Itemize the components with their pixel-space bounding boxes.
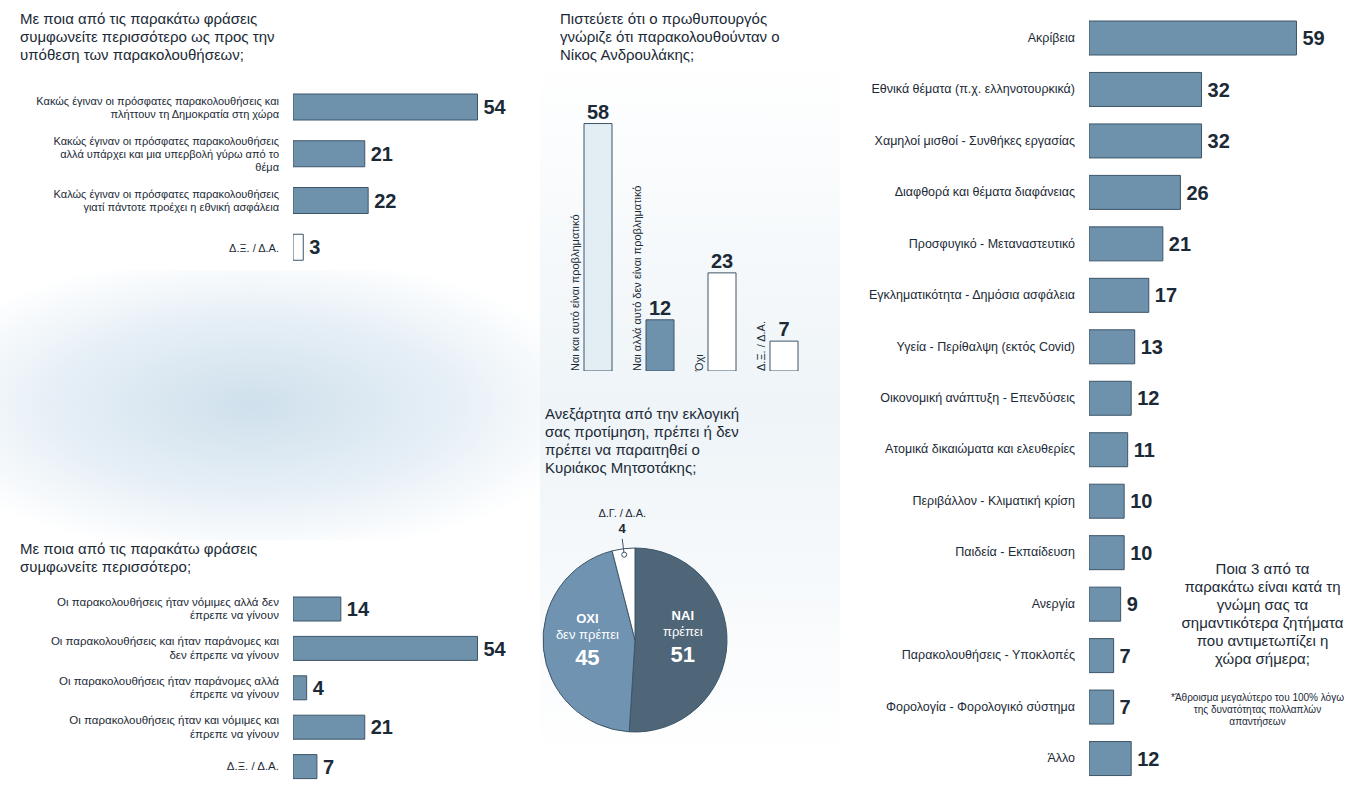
svg-text:Διαφθορά και θέματα διαφάνειας: Διαφθορά και θέματα διαφάνειας — [895, 185, 1075, 199]
svg-text:Δ.Γ. / Δ.Α.4: Δ.Γ. / Δ.Α.4 — [598, 507, 646, 536]
svg-text:9: 9 — [1127, 593, 1138, 615]
svg-text:10: 10 — [1130, 490, 1152, 512]
svg-text:12: 12 — [649, 297, 671, 319]
svg-text:Παρακολουθήσεις - Υποκλοπές: Παρακολουθήσεις - Υποκλοπές — [902, 648, 1075, 662]
svg-text:32: 32 — [1208, 79, 1230, 101]
svg-text:ΟΧΙδεν πρέπει45: ΟΧΙδεν πρέπει45 — [556, 611, 619, 670]
svg-text:Άλλο: Άλλο — [1047, 751, 1075, 765]
svg-text:Ναι και αυτό είναι προβληματικ: Ναι και αυτό είναι προβληματικό — [569, 214, 581, 371]
svg-text:21: 21 — [371, 716, 393, 738]
svg-text:26: 26 — [1186, 182, 1208, 204]
svg-text:Όχι: Όχι — [693, 354, 705, 372]
svg-text:Δ.Ξ. / Δ.Α.: Δ.Ξ. / Δ.Α. — [755, 321, 767, 371]
svg-text:7: 7 — [323, 756, 334, 778]
svg-text:Ακρίβεια: Ακρίβεια — [1028, 31, 1075, 45]
svg-text:Ναι αλλά αυτό δεν είναι προβλη: Ναι αλλά αυτό δεν είναι προβληματικό — [631, 186, 643, 371]
svg-text:Οικονομική ανάπτυξη - Επενδύσε: Οικονομική ανάπτυξη - Επενδύσεις — [880, 391, 1075, 405]
svg-text:10: 10 — [1130, 542, 1152, 564]
svg-text:Φορολογία - Φορολογικό σύστημα: Φορολογία - Φορολογικό σύστημα — [886, 700, 1075, 714]
html-text:Ποια 3 από τα παρακάτω είναι κ: Ποια 3 από τα παρακάτω είναι κατά τη γνώ… — [1181, 560, 1344, 667]
svg-text:4: 4 — [313, 677, 325, 699]
html-text:Με ποια από τις παρακάτω φράσε: Με ποια από τις παρακάτω φράσεις συμφωνε… — [20, 10, 275, 63]
html-text:Με ποια από τις παρακάτω φράσε: Με ποια από τις παρακάτω φράσεις συμφωνε… — [20, 540, 258, 575]
svg-text:11: 11 — [1134, 439, 1155, 461]
svg-text:3: 3 — [309, 236, 320, 258]
svg-text:Χαμηλοί μισθοί - Συνθήκες εργα: Χαμηλοί μισθοί - Συνθήκες εργασίας — [875, 134, 1075, 148]
svg-text:Εγκληματικότητα - Δημόσια ασφά: Εγκληματικότητα - Δημόσια ασφάλεια — [869, 288, 1075, 302]
svg-text:Ατομικά δικαιώματα και ελευθερ: Ατομικά δικαιώματα και ελευθερίες — [885, 442, 1075, 456]
svg-text:32: 32 — [1208, 130, 1230, 152]
svg-text:Καλώς έγιναν οι πρόσφατες παρα: Καλώς έγιναν οι πρόσφατες παρακολουθήσει… — [54, 188, 280, 213]
svg-text:54: 54 — [484, 638, 507, 660]
svg-text:Οι παρακολουθήσεις ήταν και νό: Οι παρακολουθήσεις ήταν και νόμιμες καιέ… — [69, 714, 279, 740]
svg-text:Οι παρακολουθήσεις ήταν παράνο: Οι παρακολουθήσεις ήταν παράνομες αλλάέπ… — [59, 675, 279, 701]
html-text:*Άθροισμα μεγαλύτερο του 100%: *Άθροισμα μεγαλύτερο του 100% λόγω της δ… — [1171, 692, 1344, 727]
svg-text:Υγεία - Περίθαλψη (εκτός Covid: Υγεία - Περίθαλψη (εκτός Covid) — [897, 340, 1075, 354]
svg-text:58: 58 — [587, 101, 609, 123]
svg-text:14: 14 — [347, 598, 370, 620]
svg-text:Παιδεία - Εκπαίδευση: Παιδεία - Εκπαίδευση — [955, 545, 1075, 559]
svg-text:ΝΑΙπρέπει51: ΝΑΙπρέπει51 — [663, 608, 703, 667]
svg-text:12: 12 — [1137, 748, 1159, 770]
svg-text:7: 7 — [1120, 696, 1131, 718]
svg-text:Δ.Ξ. / Δ.Α.: Δ.Ξ. / Δ.Α. — [227, 760, 279, 772]
svg-text:22: 22 — [374, 190, 396, 212]
html-text:Ανεξάρτητα από την εκλογική σα: Ανεξάρτητα από την εκλογική σας προτίμησ… — [545, 405, 739, 476]
svg-text:12: 12 — [1137, 387, 1159, 409]
svg-text:59: 59 — [1302, 27, 1324, 49]
svg-text:Προσφυγικό - Μεταναστευτικό: Προσφυγικό - Μεταναστευτικό — [909, 237, 1075, 251]
svg-text:Κακώς έγιναν οι πρόσφατες παρα: Κακώς έγιναν οι πρόσφατες παρακολουθήσει… — [54, 135, 280, 173]
svg-text:Οι παρακολουθήσεις ήταν νόμιμε: Οι παρακολουθήσεις ήταν νόμιμες αλλά δεν… — [57, 596, 279, 622]
svg-text:Ανεργία: Ανεργία — [1032, 597, 1075, 611]
svg-text:Δ.Ξ. / Δ.Α.: Δ.Ξ. / Δ.Α. — [229, 242, 279, 254]
svg-text:21: 21 — [1169, 233, 1191, 255]
html-text:Πιστεύετε ότι ο πρωθυπουργός γ: Πιστεύετε ότι ο πρωθυπουργός γνώριζε ότι… — [560, 10, 780, 63]
svg-text:17: 17 — [1155, 284, 1177, 306]
svg-text:23: 23 — [711, 250, 733, 272]
svg-text:7: 7 — [1120, 645, 1131, 667]
svg-text:7: 7 — [778, 318, 789, 340]
svg-text:54: 54 — [484, 96, 507, 118]
svg-text:21: 21 — [371, 143, 393, 165]
svg-text:Εθνικά θέματα (π.χ. ελληνοτουρ: Εθνικά θέματα (π.χ. ελληνοτουρκικά) — [871, 82, 1075, 96]
svg-text:13: 13 — [1141, 336, 1163, 358]
svg-text:Περιβάλλον - Κλιματική κρίση: Περιβάλλον - Κλιματική κρίση — [912, 494, 1075, 508]
svg-text:Κακώς έγιναν οι πρόσφατες παρα: Κακώς έγιναν οι πρόσφατες παρακολουθήσει… — [36, 95, 279, 120]
svg-text:Οι παρακολουθήσεις και ήταν πα: Οι παρακολουθήσεις και ήταν παράνομες κα… — [51, 635, 280, 661]
